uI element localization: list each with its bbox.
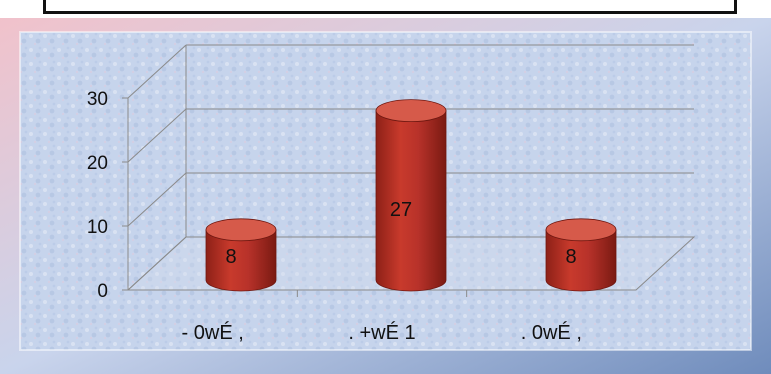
y-tick-label: 30: [87, 89, 108, 110]
bar-top: [205, 218, 277, 242]
data-label: 8: [565, 246, 576, 268]
data-label: 27: [390, 199, 412, 221]
title-box: [43, 0, 737, 14]
bar-chart: 0 10 20 30 - 0wÉ , . +wÉ 1 . 0wÉ , 8 27 8: [0, 18, 771, 374]
x-tick-label: - 0wÉ ,: [182, 321, 244, 344]
bar: [375, 110, 447, 292]
y-tick-label: 20: [87, 153, 108, 174]
y-tick-label: 0: [97, 281, 108, 302]
side-gridline: [127, 108, 187, 163]
x-tick-label: . 0wÉ ,: [521, 321, 582, 344]
side-gridline: [127, 172, 187, 227]
side-gridline: [127, 236, 187, 291]
chart-frame: 0 10 20 30 - 0wÉ , . +wÉ 1 . 0wÉ , 8 27 8: [0, 18, 771, 374]
bar: [205, 229, 277, 292]
side-gridline: [127, 44, 187, 99]
bar: [545, 229, 617, 292]
y-tick-label: 10: [87, 217, 108, 238]
data-label: 8: [225, 246, 236, 268]
bar-top: [375, 99, 447, 123]
x-tick-label: . +wÉ 1: [348, 321, 415, 344]
bar-top: [545, 218, 617, 242]
